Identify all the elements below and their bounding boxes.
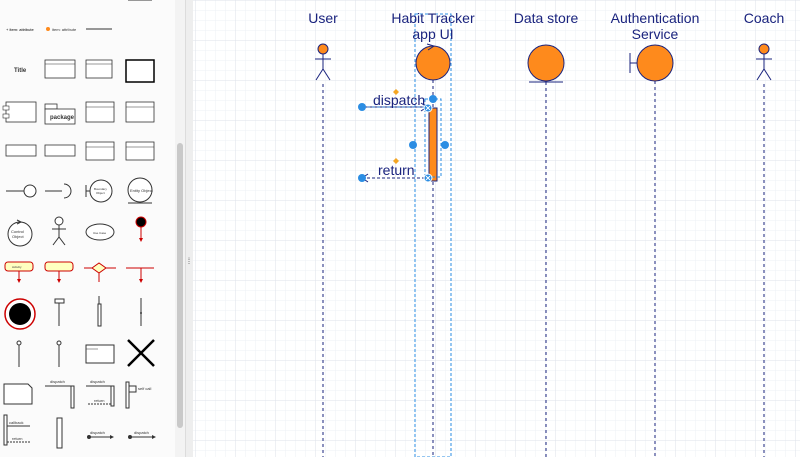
shape-decision[interactable] (84, 262, 116, 282)
shape-self-call[interactable]: self call (125, 381, 151, 409)
shape-item-attribute-bullet[interactable]: item: attribute (46, 27, 77, 32)
lifeline-user[interactable] (315, 43, 331, 457)
svg-text:return: return (12, 436, 22, 441)
lifeline-auth[interactable] (629, 44, 674, 457)
diagram-canvas[interactable]: User Habit Tracker app UI Data store Aut… (193, 0, 800, 457)
shape-activation-bar[interactable] (56, 417, 63, 449)
connection-point-icon (425, 105, 431, 181)
shape-use-case[interactable]: Use Case (85, 223, 115, 241)
drag-handle-icon[interactable]: ⁞ (187, 256, 191, 266)
shape-object-box[interactable] (85, 101, 115, 123)
shape-activity-2[interactable] (44, 261, 74, 283)
shape-lifeline-dot[interactable] (16, 340, 22, 367)
shape-final-state[interactable] (4, 298, 36, 330)
shape-class-attributes-2[interactable] (125, 141, 155, 161)
svg-text:item: attribute: item: attribute (52, 27, 77, 32)
svg-text:dispatch: dispatch (90, 430, 105, 435)
shape-destroy-x[interactable] (127, 339, 155, 367)
svg-text:Entity Object: Entity Object (130, 188, 154, 193)
svg-text:self call: self call (138, 386, 151, 391)
svg-text:Control: Control (11, 229, 24, 234)
shape-async-message[interactable]: dispatch (128, 430, 156, 439)
shape-dispatch-message[interactable]: dispatch (45, 379, 75, 409)
sidebar-scrollbar-thumb[interactable] (177, 143, 183, 428)
svg-text:Use Case: Use Case (93, 231, 107, 235)
shape-lifeline-activation[interactable] (97, 296, 102, 327)
shape-frame[interactable] (125, 59, 155, 83)
lifeline-label-auth: Authentication Service (610, 10, 700, 42)
lifeline-label-coach: Coach (743, 10, 785, 26)
shape-class-small-2[interactable] (44, 144, 76, 157)
svg-text:Title: Title (14, 68, 27, 74)
svg-text:Boundary: Boundary (94, 187, 107, 191)
lifeline-label-store: Data store (513, 10, 579, 26)
lifeline-coach[interactable] (756, 43, 772, 457)
shape-library-palette: + item: attribute item: attribute Title (2, 0, 156, 449)
svg-text:dispatch: dispatch (50, 379, 65, 384)
message-label-return[interactable]: return (378, 162, 415, 178)
shape-actor[interactable] (52, 216, 66, 246)
label-handle-icon[interactable] (393, 89, 399, 164)
svg-text:Object: Object (96, 191, 105, 195)
shape-sync-message[interactable]: dispatch (87, 430, 114, 439)
shape-note[interactable] (85, 344, 115, 364)
shape-lifeline-line[interactable] (140, 298, 142, 326)
svg-text:dispatch: dispatch (90, 379, 105, 384)
shape-class-attributes[interactable] (85, 141, 115, 161)
sequence-diagram (315, 13, 772, 457)
shape-callback[interactable]: callback return (3, 414, 30, 446)
shape-dispatch-return[interactable]: dispatch return (86, 379, 115, 407)
svg-text:return: return (94, 398, 104, 403)
lifeline-label-app: Habit Tracker app UI (391, 10, 475, 42)
svg-text:Activity: Activity (12, 265, 22, 269)
shape-title[interactable]: Title (14, 68, 27, 74)
message-label-dispatch[interactable]: dispatch (373, 92, 426, 108)
shape-package[interactable]: package (44, 103, 76, 125)
shape-library-sidebar: + item: attribute item: attribute Title (0, 0, 175, 457)
svg-text:callback: callback (9, 420, 23, 425)
shape-activity[interactable]: Activity (4, 261, 34, 283)
svg-text:dispatch: dispatch (134, 430, 149, 435)
lifeline-label-user: User (308, 10, 338, 26)
shape-item-attribute[interactable]: + item: attribute (6, 27, 34, 32)
lifeline-store[interactable] (527, 44, 565, 457)
panel-splitter[interactable] (185, 0, 194, 457)
shape-class-box-2[interactable] (85, 59, 113, 79)
shape-lifeline-rect[interactable] (54, 298, 65, 326)
shape-initial-state[interactable] (135, 216, 147, 242)
shape-class-box[interactable] (44, 59, 76, 79)
diagram-grid (193, 0, 800, 457)
shape-lifeline-dot-2[interactable] (56, 340, 62, 367)
svg-text:+ item: attribute: + item: attribute (6, 27, 34, 32)
svg-text:Object: Object (12, 234, 24, 239)
shape-class-small[interactable] (5, 144, 37, 157)
selection-outline (414, 13, 452, 457)
shape-provided-interface[interactable] (6, 184, 37, 198)
shape-entity-object[interactable]: Entity Object (127, 177, 154, 204)
shape-required-interface[interactable] (45, 183, 72, 199)
svg-text:package: package (50, 115, 75, 121)
shape-component[interactable] (2, 101, 37, 123)
activation-bar[interactable] (428, 107, 438, 182)
shape-control-object[interactable]: Control Object (7, 219, 33, 247)
shape-fork[interactable] (126, 267, 154, 283)
shape-object-box-2[interactable] (125, 101, 155, 123)
shape-boundary-object[interactable]: Boundary Object (85, 179, 113, 203)
shape-dispatch-note[interactable] (3, 383, 33, 405)
